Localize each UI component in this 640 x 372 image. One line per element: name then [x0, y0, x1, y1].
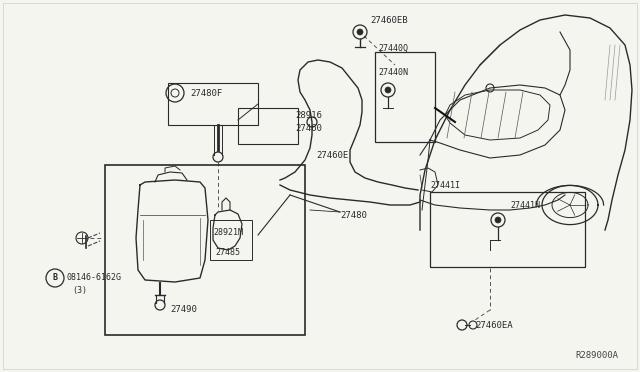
Text: 08146-6162G: 08146-6162G [66, 273, 121, 282]
Text: 27485: 27485 [215, 247, 240, 257]
Text: (3): (3) [72, 285, 87, 295]
Text: 28916: 28916 [295, 110, 322, 119]
Bar [210, 220, 252, 260]
Text: 27441N: 27441N [510, 201, 540, 209]
Text: 27490: 27490 [170, 305, 197, 314]
Text: 27480F: 27480F [190, 89, 222, 97]
Text: 27440N: 27440N [378, 67, 408, 77]
Text: 28921M: 28921M [213, 228, 243, 237]
Bar [105, 165, 305, 335]
Bar [168, 83, 258, 125]
Text: 27480: 27480 [340, 211, 367, 219]
Bar [375, 52, 435, 142]
Text: 27460: 27460 [295, 124, 322, 132]
Circle shape [357, 29, 363, 35]
Text: 27460EB: 27460EB [370, 16, 408, 25]
Text: 27460EA: 27460EA [475, 321, 513, 330]
Text: 27440Q: 27440Q [378, 44, 408, 52]
Text: B: B [52, 273, 58, 282]
Bar [430, 192, 585, 267]
Text: 27460E: 27460E [316, 151, 348, 160]
Bar [238, 108, 298, 144]
Text: 27441I: 27441I [430, 180, 460, 189]
Circle shape [385, 87, 391, 93]
Circle shape [495, 217, 501, 223]
Text: R289000A: R289000A [575, 350, 618, 359]
